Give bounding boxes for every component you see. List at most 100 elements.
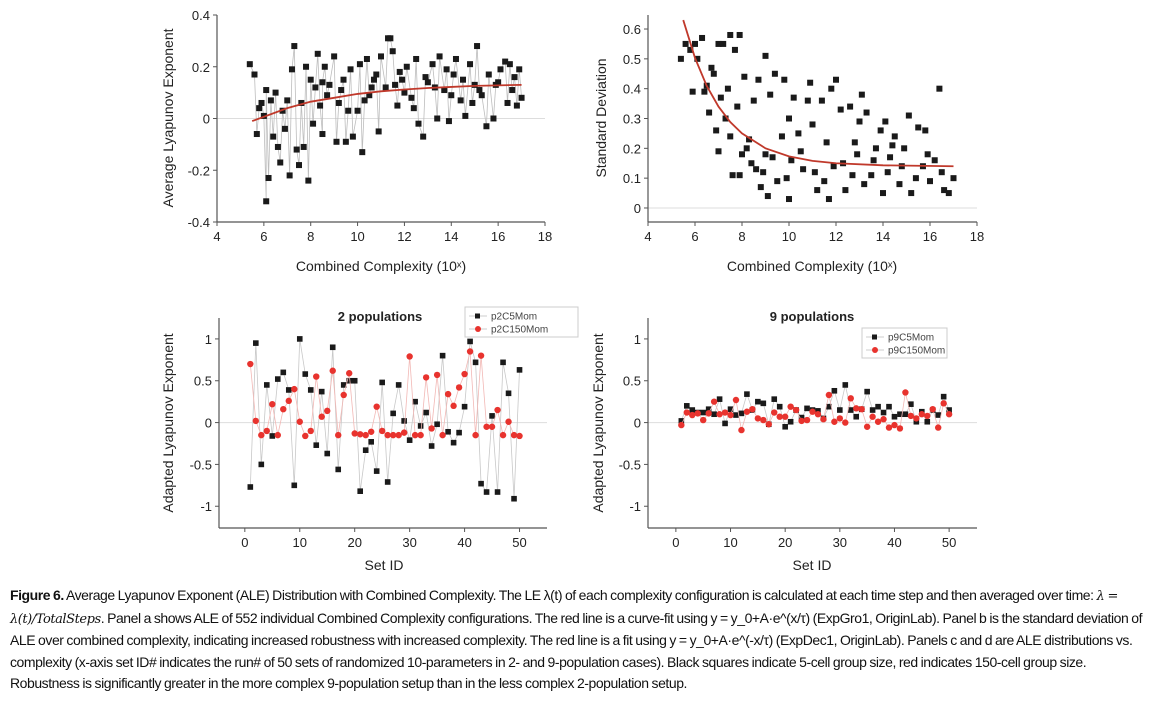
data-point [317, 102, 324, 109]
data-point [922, 127, 929, 134]
data-point [452, 55, 459, 62]
data-point [488, 423, 496, 430]
data-point [854, 151, 861, 158]
y-tick-label: 0.3 [623, 112, 641, 127]
series-line [249, 338, 520, 499]
data-point [753, 166, 760, 173]
data-point [444, 390, 452, 398]
data-point [321, 63, 328, 70]
data-point [786, 196, 792, 203]
data-point [782, 423, 788, 430]
data-point [265, 175, 272, 182]
data-point [258, 99, 265, 106]
data-point [509, 87, 516, 94]
data-point [367, 428, 375, 435]
data-point [755, 76, 762, 83]
data-point [410, 105, 417, 112]
x-tick-label: 0 [241, 535, 248, 550]
y-tick-label: 0.5 [623, 52, 641, 67]
data-point [710, 398, 718, 405]
y-tick-label: -1 [629, 499, 641, 514]
data-point [434, 115, 441, 122]
data-point [936, 85, 943, 92]
data-point [886, 403, 892, 410]
data-point [826, 403, 832, 410]
data-point [929, 405, 936, 413]
x-tick-label: 40 [887, 535, 901, 550]
data-point [302, 432, 309, 440]
data-point [296, 418, 303, 425]
data-point [783, 175, 790, 182]
data-point [836, 415, 844, 422]
data-point [931, 157, 938, 164]
data-point [946, 407, 952, 413]
data-point [677, 55, 684, 62]
data-point [368, 439, 374, 445]
data-point [428, 443, 435, 449]
data-point [392, 81, 399, 88]
data-point [307, 76, 314, 83]
data-point [760, 416, 767, 424]
panel-d-xlabel: Set ID [793, 557, 832, 573]
data-point [422, 374, 430, 381]
data-point [489, 413, 495, 419]
data-point [256, 105, 263, 112]
data-point [774, 178, 781, 185]
data-point [727, 133, 734, 140]
data-point [423, 409, 429, 416]
data-point [809, 408, 816, 415]
data-point [940, 393, 947, 400]
data-point [924, 151, 931, 158]
x-tick-label: 20 [778, 535, 792, 550]
data-point [441, 87, 448, 94]
x-tick-label: 40 [457, 535, 471, 550]
fit-curve [251, 83, 522, 122]
data-point [746, 136, 753, 143]
data-point [915, 124, 922, 131]
data-point [277, 159, 284, 166]
data-point [684, 403, 690, 409]
data-point [357, 488, 363, 494]
data-point [692, 40, 698, 47]
data-point [285, 387, 292, 393]
data-point [445, 118, 452, 125]
data-point [736, 31, 743, 38]
data-point [483, 423, 490, 430]
legend: p9C5Mom p9C150Mom [861, 327, 948, 359]
data-point [389, 431, 397, 439]
data-point [471, 81, 478, 88]
data-point [877, 127, 884, 134]
data-point [776, 403, 783, 410]
data-point [252, 417, 260, 425]
data-point [788, 157, 795, 164]
data-point [821, 178, 828, 185]
panel-b-ylabel: Standard Deviation [593, 58, 609, 177]
legend-box [861, 327, 948, 359]
data-point [497, 66, 504, 73]
data-point [701, 88, 708, 95]
data-point [296, 336, 303, 342]
data-point [351, 430, 358, 437]
data-point [872, 145, 879, 152]
data-point [401, 418, 407, 424]
data-point [884, 169, 891, 176]
data-point [908, 190, 915, 197]
panel-a-xlabel: Combined Complexity (10ˣ) [296, 258, 466, 274]
data-point [511, 74, 518, 81]
data-point [739, 151, 745, 158]
x-tick-label: 16 [491, 229, 505, 244]
data-point [462, 112, 469, 119]
data-point [797, 148, 804, 155]
legend-label: p9C150Mom [888, 346, 945, 357]
data-point [378, 427, 386, 435]
data-point [678, 418, 685, 424]
data-point [403, 63, 410, 70]
data-point [443, 66, 450, 73]
data-point [439, 431, 446, 439]
data-point [347, 66, 354, 73]
data-point [412, 398, 418, 405]
data-point [291, 43, 298, 50]
x-tick-label: 18 [970, 229, 984, 244]
y-tick-label: 0.2 [192, 60, 210, 75]
data-point [324, 407, 331, 415]
